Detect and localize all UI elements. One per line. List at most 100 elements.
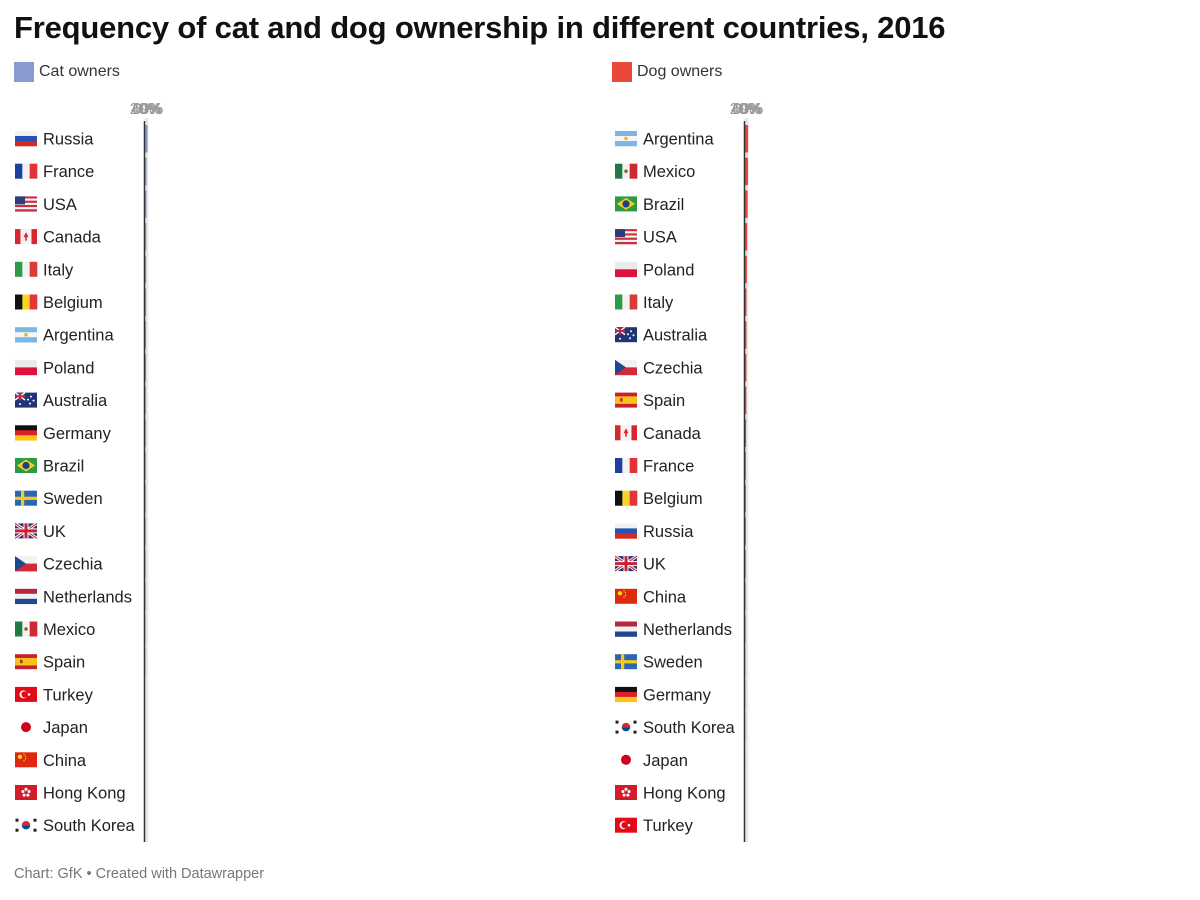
bar	[744, 125, 749, 153]
czechia-flag-icon	[615, 359, 637, 376]
spain-flag-icon	[615, 392, 637, 408]
france-flag-icon	[615, 458, 638, 473]
value-label: 22%	[751, 655, 782, 672]
country-label: Brazil	[643, 196, 684, 214]
country-label: Russia	[643, 523, 694, 541]
bar-row: Canada 35%	[15, 223, 182, 251]
bar-row: Netherlands 26%	[15, 582, 182, 611]
value-label: 20%	[751, 720, 782, 737]
australia-flag-icon	[14, 392, 37, 408]
value-label: 29%	[751, 459, 782, 476]
country-label: Netherlands	[643, 621, 732, 639]
country-label: China	[643, 588, 687, 606]
tick-label: 60%	[732, 101, 763, 118]
value-label: 45%	[751, 262, 782, 279]
country-label: Germany	[643, 686, 712, 704]
country-label: Belgium	[43, 294, 103, 312]
bar-row: Belgium 29%	[615, 484, 782, 513]
value-label: 27%	[151, 524, 182, 541]
bar-row: Turkey 12%	[615, 811, 782, 840]
southkorea-flag-icon	[15, 818, 37, 832]
country-label: Canada	[43, 229, 102, 247]
value-label: 33%	[751, 426, 782, 443]
value-label: 29%	[751, 491, 782, 508]
tick-label: 0%	[733, 101, 756, 118]
italy-flag-icon	[15, 261, 38, 277]
bar-row: Argentina 66%	[615, 125, 782, 153]
canada-flag-icon	[15, 229, 37, 245]
country-label: Turkey	[643, 817, 694, 835]
bar-row: South Korea 20%	[615, 713, 782, 742]
poland-flag-icon	[15, 359, 37, 376]
usa-flag-icon	[15, 196, 37, 212]
bar-row: Belgium 33%	[15, 288, 182, 316]
country-label: Spain	[643, 392, 685, 410]
country-label: Japan	[643, 752, 688, 770]
tick-label: 20%	[130, 101, 161, 118]
mexico-flag-icon	[15, 621, 38, 637]
legend-swatch-dog	[612, 62, 632, 82]
bar-row: Italy 34%	[15, 255, 182, 284]
bar-row: Brazil 58%	[615, 190, 782, 218]
value-label: 32%	[151, 328, 182, 345]
country-label: Sweden	[643, 654, 703, 672]
country-label: Germany	[43, 425, 112, 443]
value-label: 37%	[751, 393, 782, 410]
turkey-flag-icon	[615, 817, 637, 833]
country-label: Sweden	[43, 490, 103, 508]
hongkong-flag-icon	[615, 785, 637, 800]
france-flag-icon	[15, 163, 38, 179]
axis-ticks: 0%20%40%60%	[130, 101, 164, 842]
canada-flag-icon	[615, 425, 637, 441]
bar-row: France 41%	[15, 157, 182, 186]
value-label: 23%	[151, 655, 182, 672]
poland-flag-icon	[615, 261, 637, 278]
tick-label: 0%	[133, 101, 156, 118]
netherlands-flag-icon	[15, 588, 37, 605]
sweden-flag-icon	[15, 490, 37, 506]
bar	[744, 190, 748, 218]
usa-flag-icon	[615, 229, 637, 245]
bar-row: USA 39%	[15, 190, 182, 218]
turkey-flag-icon	[15, 686, 37, 702]
tick-label: 40%	[131, 101, 162, 118]
country-label: Russia	[43, 131, 94, 149]
country-label: Czechia	[43, 556, 103, 574]
bar-row: Japan 14%	[21, 713, 182, 742]
bar-row: USA 50%	[615, 223, 782, 251]
value-label: 10%	[151, 753, 182, 770]
country-label: Spain	[43, 654, 85, 672]
value-label: 35%	[151, 230, 182, 247]
bar	[744, 255, 747, 284]
bar-row: Spain 37%	[615, 386, 782, 415]
bar-row: Czechia 26%	[15, 550, 182, 578]
value-label: 29%	[151, 393, 182, 410]
value-label: 29%	[751, 524, 782, 541]
argentina-flag-icon	[15, 327, 37, 343]
italy-flag-icon	[615, 294, 638, 310]
value-label: 24%	[151, 622, 182, 639]
argentina-flag-icon	[615, 131, 637, 147]
value-label: 14%	[751, 786, 782, 803]
value-label: 33%	[151, 295, 182, 312]
china-flag-icon	[15, 752, 37, 768]
germany-flag-icon	[615, 686, 637, 703]
tick-label: 20%	[730, 101, 761, 118]
country-label: France	[43, 163, 94, 181]
legend-label-cat: Cat owners	[39, 63, 120, 80]
bar-row: Mexico 64%	[615, 157, 782, 186]
bar-row: Japan 17%	[621, 746, 782, 774]
value-label: 38%	[751, 360, 782, 377]
bar-row: Czechia 38%	[615, 353, 782, 382]
value-label: 39%	[151, 197, 182, 214]
country-label: China	[43, 752, 87, 770]
uk-flag-icon	[614, 554, 638, 573]
sweden-flag-icon	[615, 654, 637, 670]
value-label: 50%	[751, 230, 782, 247]
country-label: UK	[43, 523, 66, 541]
value-label: 41%	[151, 164, 182, 181]
value-label: 26%	[151, 589, 182, 606]
hongkong-flag-icon	[15, 785, 37, 800]
bar-row: Russia 29%	[615, 517, 782, 545]
